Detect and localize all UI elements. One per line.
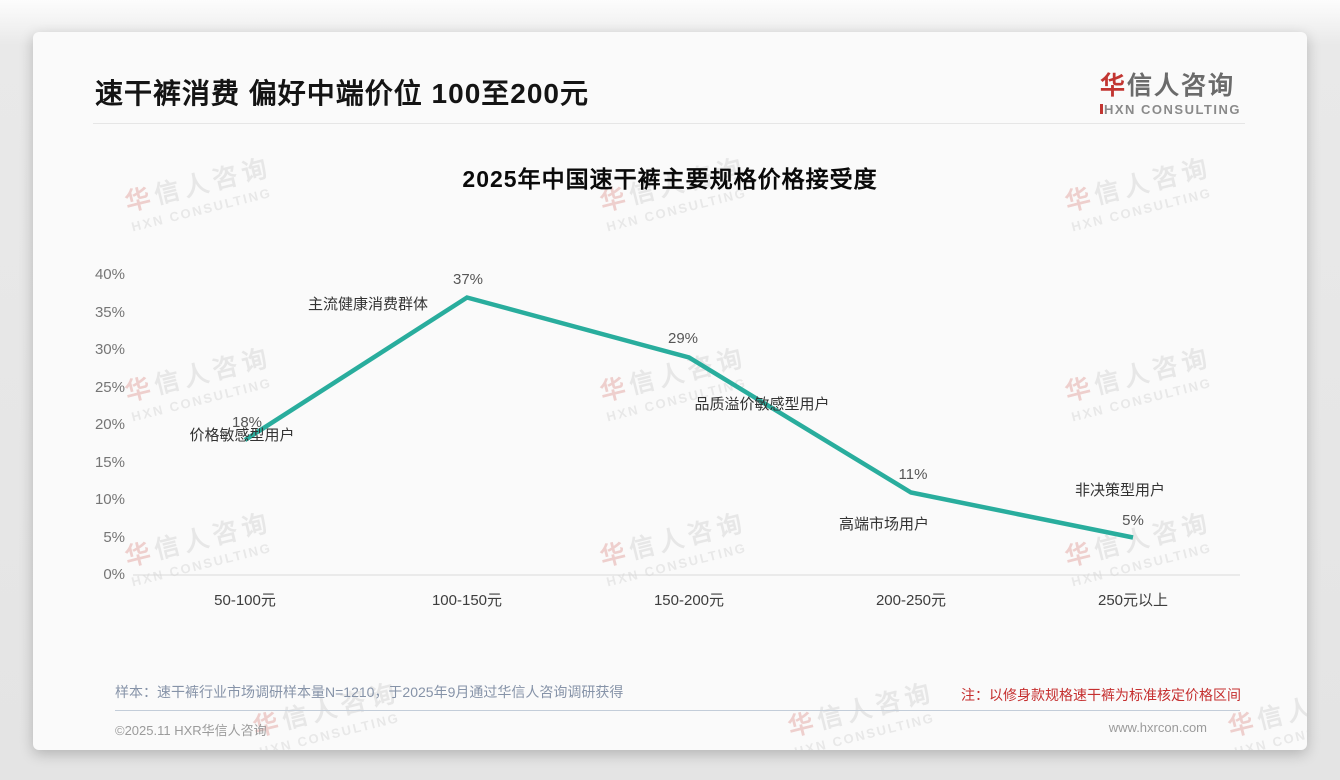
slide-card: 华信人咨询 HXN CONSULTING 华信人咨询 HXN CONSULTING 华信… [33, 32, 1307, 750]
footer-divider [115, 710, 1240, 711]
data-point-annotation: 价格敏感型用户 [189, 427, 295, 444]
line-chart: 40% 35% 30% 25% 20% 15% 10% 5% 0% 50-100元 100-150元… [33, 32, 1307, 750]
y-axis-tick-label: 10% [94, 491, 125, 508]
sample-note: 样本：速干裤行业市场调研样本量N=1210，于2025年9月通过华信人咨询调研获… [115, 684, 624, 700]
data-point-value-label: 5% [1122, 511, 1144, 529]
logo-en-text: HXN CONSULTING [1099, 102, 1241, 117]
logo-zh-first-char: 华 [1099, 72, 1127, 100]
chart-title: 2025年中国速干裤主要规格价格接受度 [462, 166, 878, 192]
x-axis-category-label: 100-150元 [431, 592, 503, 609]
logo-zh-rest: 信人咨询 [1126, 72, 1235, 100]
data-point-annotation: 主流健康消费群体 [307, 296, 428, 313]
x-axis-category-label: 150-200元 [653, 592, 725, 609]
y-axis-tick-label: 40% [94, 266, 125, 283]
chart-canvas [133, 295, 1240, 576]
x-axis-category-label: 200-250元 [875, 592, 947, 609]
red-note: 注：以修身款规格速干裤为标准核定价格区间 [961, 687, 1241, 703]
data-point-annotation: 非决策型用户 [1074, 482, 1165, 499]
y-axis-tick-label: 20% [94, 416, 125, 433]
page-title: 速干裤消费 偏好中端价位 100至200元 [95, 78, 589, 109]
website: www.hxrcon.com [1108, 720, 1207, 735]
data-point-value-label: 29% [667, 329, 699, 347]
copyright: ©2025.11 HXR华信人咨询 [115, 723, 267, 738]
data-point-annotation: 高端市场用户 [838, 516, 929, 533]
data-point-value-label: 18% [231, 414, 263, 431]
logo-en-label: HXN CONSULTING [1103, 102, 1241, 117]
acceptance-line-series [243, 295, 1134, 540]
y-axis-tick-label: 30% [94, 341, 125, 358]
y-axis-tick-label: 15% [94, 453, 125, 471]
data-point-value-label: 11% [898, 465, 928, 483]
data-point-value-label: 37% [452, 270, 484, 288]
y-axis-tick-label: 0% [103, 566, 125, 583]
y-axis-tick-label: 35% [94, 303, 125, 321]
y-axis-tick-label: 5% [103, 528, 125, 546]
logo-accent-mark-icon [1099, 104, 1103, 114]
header-divider [93, 123, 1245, 124]
data-point-annotation: 品质溢价敏感型用户 [694, 396, 830, 413]
company-logo: 华信人咨询 HXN CONSULTING [1099, 66, 1241, 117]
y-axis-tick-label: 25% [94, 378, 125, 396]
logo-zh-text: 华信人咨询 [1100, 66, 1241, 102]
x-axis-category-label: 250元以上 [1097, 592, 1169, 609]
x-axis-category-label: 50-100元 [214, 592, 276, 609]
